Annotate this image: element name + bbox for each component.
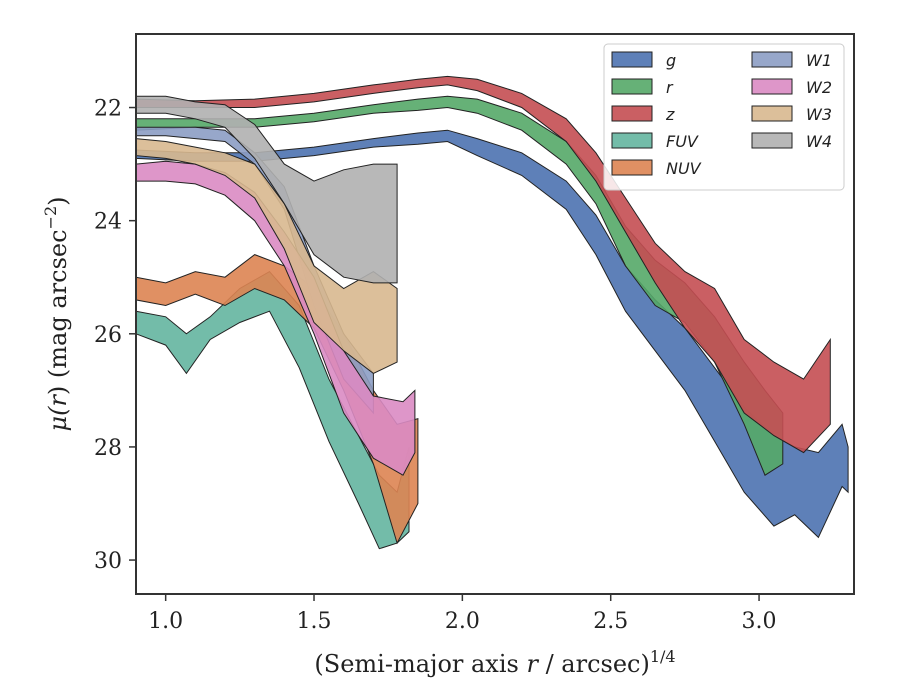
legend-swatch-nuv [611,159,653,176]
series-layer [135,75,849,550]
legend-label-w1: W1 [806,51,832,70]
legend-swatch-g [611,51,653,68]
y-tick-label: 30 [94,549,122,574]
y-tick-label: 26 [94,323,122,348]
y-tick-label: 22 [94,97,122,122]
legend-swatch-w1 [751,51,793,68]
legend-swatch-w3 [751,105,793,122]
legend-label-w4: W4 [806,132,832,151]
x-tick-label: 3.0 [742,609,777,634]
legend-swatch-fuv [611,132,653,149]
y-axis-label: μ(r) (mag arcsec−2) [41,196,72,431]
series-band-w4 [135,95,398,284]
legend-swatch-z [611,105,653,122]
series-band-w3 [135,138,398,374]
legend-label-w3: W3 [806,105,832,124]
legend-label-fuv: FUV [666,132,699,151]
legend-label-g: g [666,51,676,70]
legend-label-w2: W2 [806,78,832,97]
legend-label-z: z [665,105,675,124]
legend-label-r: r [666,78,674,97]
x-tick-label: 1.5 [297,609,332,634]
series-band-r [135,95,784,476]
legend: grz FUV NUV W1 W2 W3 W4 [603,43,845,191]
legend-swatch-r [611,78,653,95]
legend-swatch-w2 [751,78,793,95]
ticks-layer: 1.0 1.5 2.0 2.5 3.0 22 24 26 28 30 [94,97,777,634]
x-tick-label: 2.5 [593,609,628,634]
x-tick-label: 1.0 [148,609,183,634]
x-axis-label: (Semi-major axis r / arcsec)1/4 [314,647,675,678]
x-tick-label: 2.0 [445,609,480,634]
y-tick-label: 28 [94,436,122,461]
y-tick-label: 24 [94,210,122,235]
plot-frame [135,33,855,595]
series-band-g [135,129,849,539]
series-band-z [135,75,831,454]
legend-label-nuv: NUV [666,159,702,178]
legend-swatch-w4 [751,132,793,149]
